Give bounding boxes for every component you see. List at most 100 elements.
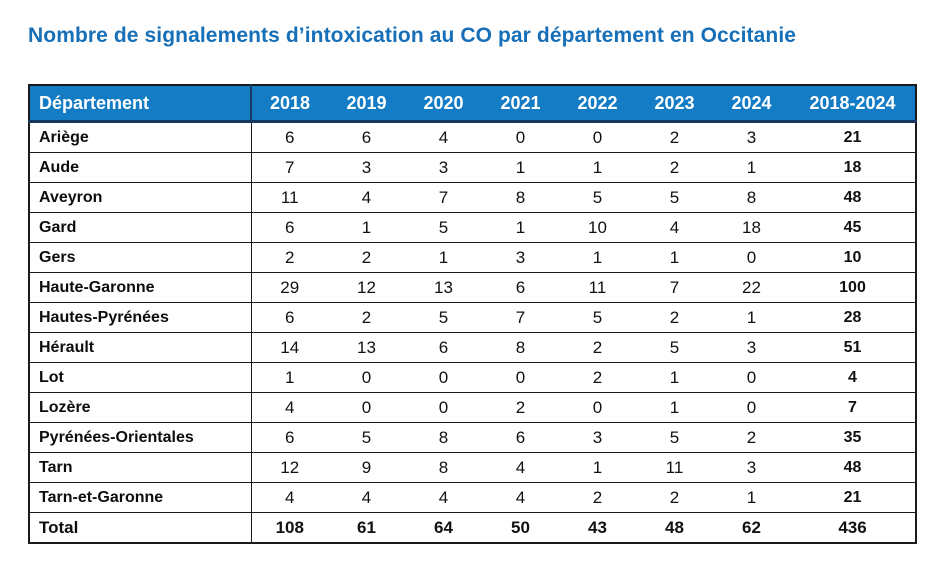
row-total-cell: 7 (790, 392, 916, 423)
value-cell: 0 (713, 392, 790, 423)
value-cell: 1 (713, 482, 790, 513)
value-cell: 2 (559, 332, 636, 363)
co-signalements-table: Département 2018 2019 2020 2021 2022 2023 2024 2… (28, 84, 917, 544)
value-cell: 5 (405, 302, 482, 333)
row-total-cell: 28 (790, 302, 916, 333)
header-cell-2018: 2018 (251, 85, 328, 123)
value-cell: 1 (559, 452, 636, 483)
value-cell: 6 (482, 422, 559, 453)
value-cell: 6 (405, 332, 482, 363)
value-cell: 1 (636, 242, 713, 273)
header-cell-2018-2024: 2018-2024 (790, 85, 916, 123)
value-cell: 11 (636, 452, 713, 483)
table-row-lozere: Lozère 4 0 0 2 0 1 0 7 (29, 392, 916, 423)
value-cell: 0 (713, 362, 790, 393)
value-cell: 29 (251, 272, 328, 303)
table-row-tarn: Tarn 12 9 8 4 1 11 3 48 (29, 452, 916, 483)
value-cell: 14 (251, 332, 328, 363)
value-cell: 9 (328, 452, 405, 483)
value-cell: 8 (405, 452, 482, 483)
value-cell: 1 (405, 242, 482, 273)
table-row-tarn-et-garonne: Tarn-et-Garonne 4 4 4 4 2 2 1 21 (29, 482, 916, 513)
header-cell-2020: 2020 (405, 85, 482, 123)
value-cell: 3 (713, 452, 790, 483)
row-total-cell: 48 (790, 182, 916, 213)
value-cell: 7 (405, 182, 482, 213)
value-cell: 4 (482, 482, 559, 513)
value-cell: 2 (636, 482, 713, 513)
value-cell: 0 (559, 121, 636, 153)
value-cell: 1 (328, 212, 405, 243)
row-total-cell: 4 (790, 362, 916, 393)
value-cell: 2 (559, 362, 636, 393)
department-cell: Gers (29, 242, 252, 273)
department-cell: Ariège (29, 121, 252, 153)
department-cell: Haute-Garonne (29, 272, 252, 303)
table-row-lot: Lot 1 0 0 0 2 1 0 4 (29, 362, 916, 393)
value-cell: 5 (328, 422, 405, 453)
value-cell: 1 (559, 242, 636, 273)
table-row-herault: Hérault 14 13 6 8 2 5 3 51 (29, 332, 916, 363)
header-cell-2021: 2021 (482, 85, 559, 123)
row-total-cell: 35 (790, 422, 916, 453)
row-total-cell: 48 (790, 452, 916, 483)
value-cell: 0 (405, 392, 482, 423)
value-cell: 61 (328, 512, 405, 543)
header-cell-2023: 2023 (636, 85, 713, 123)
table-body: Ariège 6 6 4 0 0 2 3 21 Aude 7 3 3 1 1 2 1 18 Aveyron 11 4 7 8… (29, 121, 916, 543)
value-cell: 11 (251, 182, 328, 213)
value-cell: 6 (482, 272, 559, 303)
table-header: Département 2018 2019 2020 2021 2022 2023 2024 2… (29, 85, 916, 123)
value-cell: 64 (405, 512, 482, 543)
row-total-cell: 21 (790, 121, 916, 153)
value-cell: 7 (482, 302, 559, 333)
value-cell: 4 (251, 392, 328, 423)
value-cell: 6 (251, 121, 328, 153)
table-header-row: Département 2018 2019 2020 2021 2022 2023 2024 2… (29, 85, 916, 123)
value-cell: 0 (559, 392, 636, 423)
value-cell: 1 (713, 152, 790, 183)
department-cell: Lozère (29, 392, 252, 423)
value-cell: 5 (559, 302, 636, 333)
department-cell: Tarn-et-Garonne (29, 482, 252, 513)
value-cell: 2 (328, 302, 405, 333)
value-cell: 8 (482, 332, 559, 363)
value-cell: 2 (636, 302, 713, 333)
value-cell: 5 (636, 422, 713, 453)
value-cell: 0 (482, 121, 559, 153)
value-cell: 4 (328, 182, 405, 213)
value-cell: 0 (482, 362, 559, 393)
value-cell: 4 (251, 482, 328, 513)
value-cell: 12 (328, 272, 405, 303)
department-cell: Aude (29, 152, 252, 183)
value-cell: 1 (636, 392, 713, 423)
row-total-cell: 45 (790, 212, 916, 243)
header-cell-2019: 2019 (328, 85, 405, 123)
value-cell: 5 (405, 212, 482, 243)
value-cell: 3 (713, 121, 790, 153)
row-total-cell: 436 (790, 512, 916, 543)
value-cell: 3 (328, 152, 405, 183)
table-row-haute-garonne: Haute-Garonne 29 12 13 6 11 7 22 100 (29, 272, 916, 303)
department-cell: Lot (29, 362, 252, 393)
value-cell: 1 (482, 152, 559, 183)
value-cell: 0 (328, 362, 405, 393)
value-cell: 10 (559, 212, 636, 243)
value-cell: 48 (636, 512, 713, 543)
table-row-aveyron: Aveyron 11 4 7 8 5 5 8 48 (29, 182, 916, 213)
value-cell: 6 (251, 302, 328, 333)
table-row-total: Total 108 61 64 50 43 48 62 436 (29, 512, 916, 543)
value-cell: 5 (636, 332, 713, 363)
row-total-cell: 10 (790, 242, 916, 273)
value-cell: 6 (328, 121, 405, 153)
value-cell: 8 (713, 182, 790, 213)
value-cell: 4 (328, 482, 405, 513)
value-cell: 1 (559, 152, 636, 183)
value-cell: 1 (482, 212, 559, 243)
value-cell: 43 (559, 512, 636, 543)
table-row-ariege: Ariège 6 6 4 0 0 2 3 21 (29, 121, 916, 153)
value-cell: 7 (251, 152, 328, 183)
department-cell: Hautes-Pyrénées (29, 302, 252, 333)
value-cell: 0 (405, 362, 482, 393)
